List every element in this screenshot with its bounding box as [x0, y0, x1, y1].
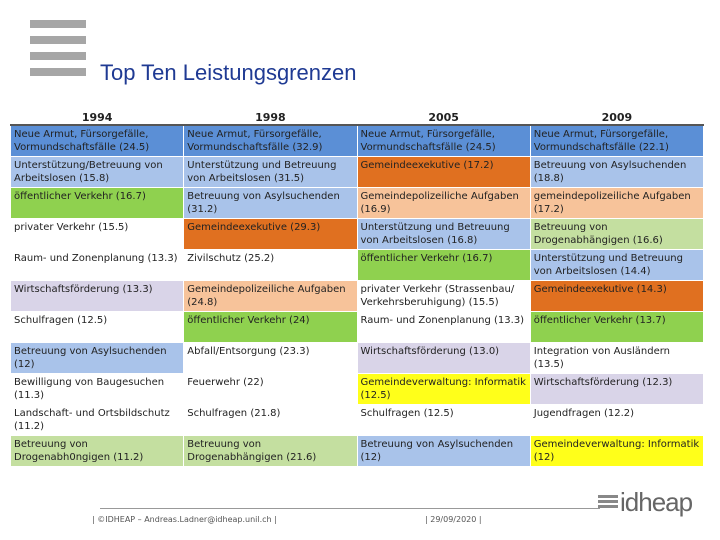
table-cell: Schulfragen (21.8)	[183, 404, 358, 436]
table-cell: Wirtschaftsförderung (12.3)	[529, 373, 705, 405]
idheap-lines-icon	[598, 495, 618, 510]
table-cell: Raum- und Zonenplanung (13.3)	[9, 249, 185, 281]
table-row: Schulfragen (12.5) öffentlicher Verkehr …	[9, 311, 705, 343]
table-cell: Wirtschaftsförderung (13.3)	[9, 280, 185, 312]
table-cell: Neue Armut, Fürsorgefälle, Vormundschaft…	[356, 124, 531, 157]
table-cell: öffentlicher Verkehr (16.7)	[356, 249, 531, 281]
table-cell: Schulfragen (12.5)	[356, 404, 531, 436]
table-cell: Betreuung von Asylsuchenden (31.2)	[183, 187, 358, 219]
year-header-2009: 2009	[530, 110, 704, 126]
footer-date: | 29/09/2020 |	[425, 515, 482, 524]
idheap-logo: idheap	[620, 487, 693, 517]
table-cell: öffentlicher Verkehr (24)	[183, 311, 358, 343]
year-header-1994: 1994	[10, 110, 184, 126]
table-row: Raum- und Zonenplanung (13.3) Zivilschut…	[9, 249, 705, 281]
table-row: Landschaft- und Ortsbildschutz (11.2) Sc…	[9, 404, 705, 436]
table-cell: Wirtschaftsförderung (13.0)	[356, 342, 531, 374]
table-cell: gemeindepolizeiliche Aufgaben (17.2)	[529, 187, 705, 219]
table-cell: Jugendfragen (12.2)	[529, 404, 705, 436]
table-cell: Gemeindeexekutive (14.3)	[529, 280, 705, 312]
year-header-2005: 2005	[357, 110, 531, 126]
table-cell: Neue Armut, Fürsorgefälle, Vormundschaft…	[183, 124, 358, 157]
footer-divider	[100, 508, 600, 509]
table-row: Wirtschaftsförderung (13.3) Gemeindepoli…	[9, 280, 705, 312]
table-cell: privater Verkehr (15.5)	[9, 218, 185, 250]
table-row: Bewilligung von Baugesuchen (11.3) Feuer…	[9, 373, 705, 405]
table-cell: Landschaft- und Ortsbildschutz (11.2)	[9, 404, 185, 436]
table-cell: Gemeindeverwaltung: Informatik (12)	[529, 435, 705, 467]
table-cell: Betreuung von Drogenabh0ngigen (11.2)	[9, 435, 185, 467]
table-cell: Unterstützung und Betreuung von Arbeitsl…	[529, 249, 705, 281]
table-row: Neue Armut, Fürsorgefälle, Vormundschaft…	[9, 124, 705, 157]
footer-credit: | ©IDHEAP – Andreas.Ladner@idheap.unil.c…	[92, 515, 277, 524]
table-cell: Gemeindeexekutive (17.2)	[356, 156, 531, 188]
table-cell: Gemeindeverwaltung: Informatik (12.5)	[356, 373, 531, 405]
table-cell: Neue Armut, Fürsorgefälle, Vormundschaft…	[529, 124, 705, 157]
table-cell: Betreuung von Drogenabhängigen (21.6)	[183, 435, 358, 467]
table-row: privater Verkehr (15.5) Gemeindeexekutiv…	[9, 218, 705, 250]
table-cell: Zivilschutz (25.2)	[183, 249, 358, 281]
page-title: Top Ten Leistungsgrenzen	[100, 60, 357, 85]
table-cell: Abfall/Entsorgung (23.3)	[183, 342, 358, 374]
table-cell: Unterstützung und Betreuung von Arbeitsl…	[183, 156, 358, 188]
table-cell: Feuerwehr (22)	[183, 373, 358, 405]
table-cell: Gemeindepolizeiliche Aufgaben (16.9)	[356, 187, 531, 219]
table-cell: Betreuung von Drogenabhängigen (16.6)	[529, 218, 705, 250]
table-cell: Betreuung von Asylsuchenden (18.8)	[529, 156, 705, 188]
table-cell: Betreuung von Asylsuchenden (12)	[356, 435, 531, 467]
table-cell: Gemeindepolizeiliche Aufgaben (24.8)	[183, 280, 358, 312]
year-header-1998: 1998	[183, 110, 357, 126]
table-cell: öffentlicher Verkehr (16.7)	[9, 187, 185, 219]
table-row: Betreuung von Asylsuchenden (12) Abfall/…	[9, 342, 705, 374]
table-row: öffentlicher Verkehr (16.7) Betreuung vo…	[9, 187, 705, 219]
table-cell: Unterstützung und Betreuung von Arbeitsl…	[356, 218, 531, 250]
table-cell: Bewilligung von Baugesuchen (11.3)	[9, 373, 185, 405]
table-row: Betreuung von Drogenabh0ngigen (11.2) Be…	[9, 435, 705, 467]
table-cell: Gemeindeexekutive (29.3)	[183, 218, 358, 250]
table-cell: Integration von Ausländern (13.5)	[529, 342, 705, 374]
table-cell: Raum- und Zonenplanung (13.3)	[356, 311, 531, 343]
table-row: Unterstützung/Betreuung von Arbeitslosen…	[9, 156, 705, 188]
table-cell: privater Verkehr (Strassenbau/ Verkehrsb…	[356, 280, 531, 312]
ranking-table: 1994 1998 2005 2009 Neue Armut, Fürsorge…	[9, 110, 705, 467]
table-cell: Neue Armut, Fürsorgefälle, Vormundschaft…	[9, 124, 185, 157]
table-cell: Schulfragen (12.5)	[9, 311, 185, 343]
table-cell: öffentlicher Verkehr (13.7)	[529, 311, 705, 343]
table-cell: Betreuung von Asylsuchenden (12)	[9, 342, 185, 374]
table-cell: Unterstützung/Betreuung von Arbeitslosen…	[9, 156, 185, 188]
menu-bars-logo	[30, 20, 86, 84]
